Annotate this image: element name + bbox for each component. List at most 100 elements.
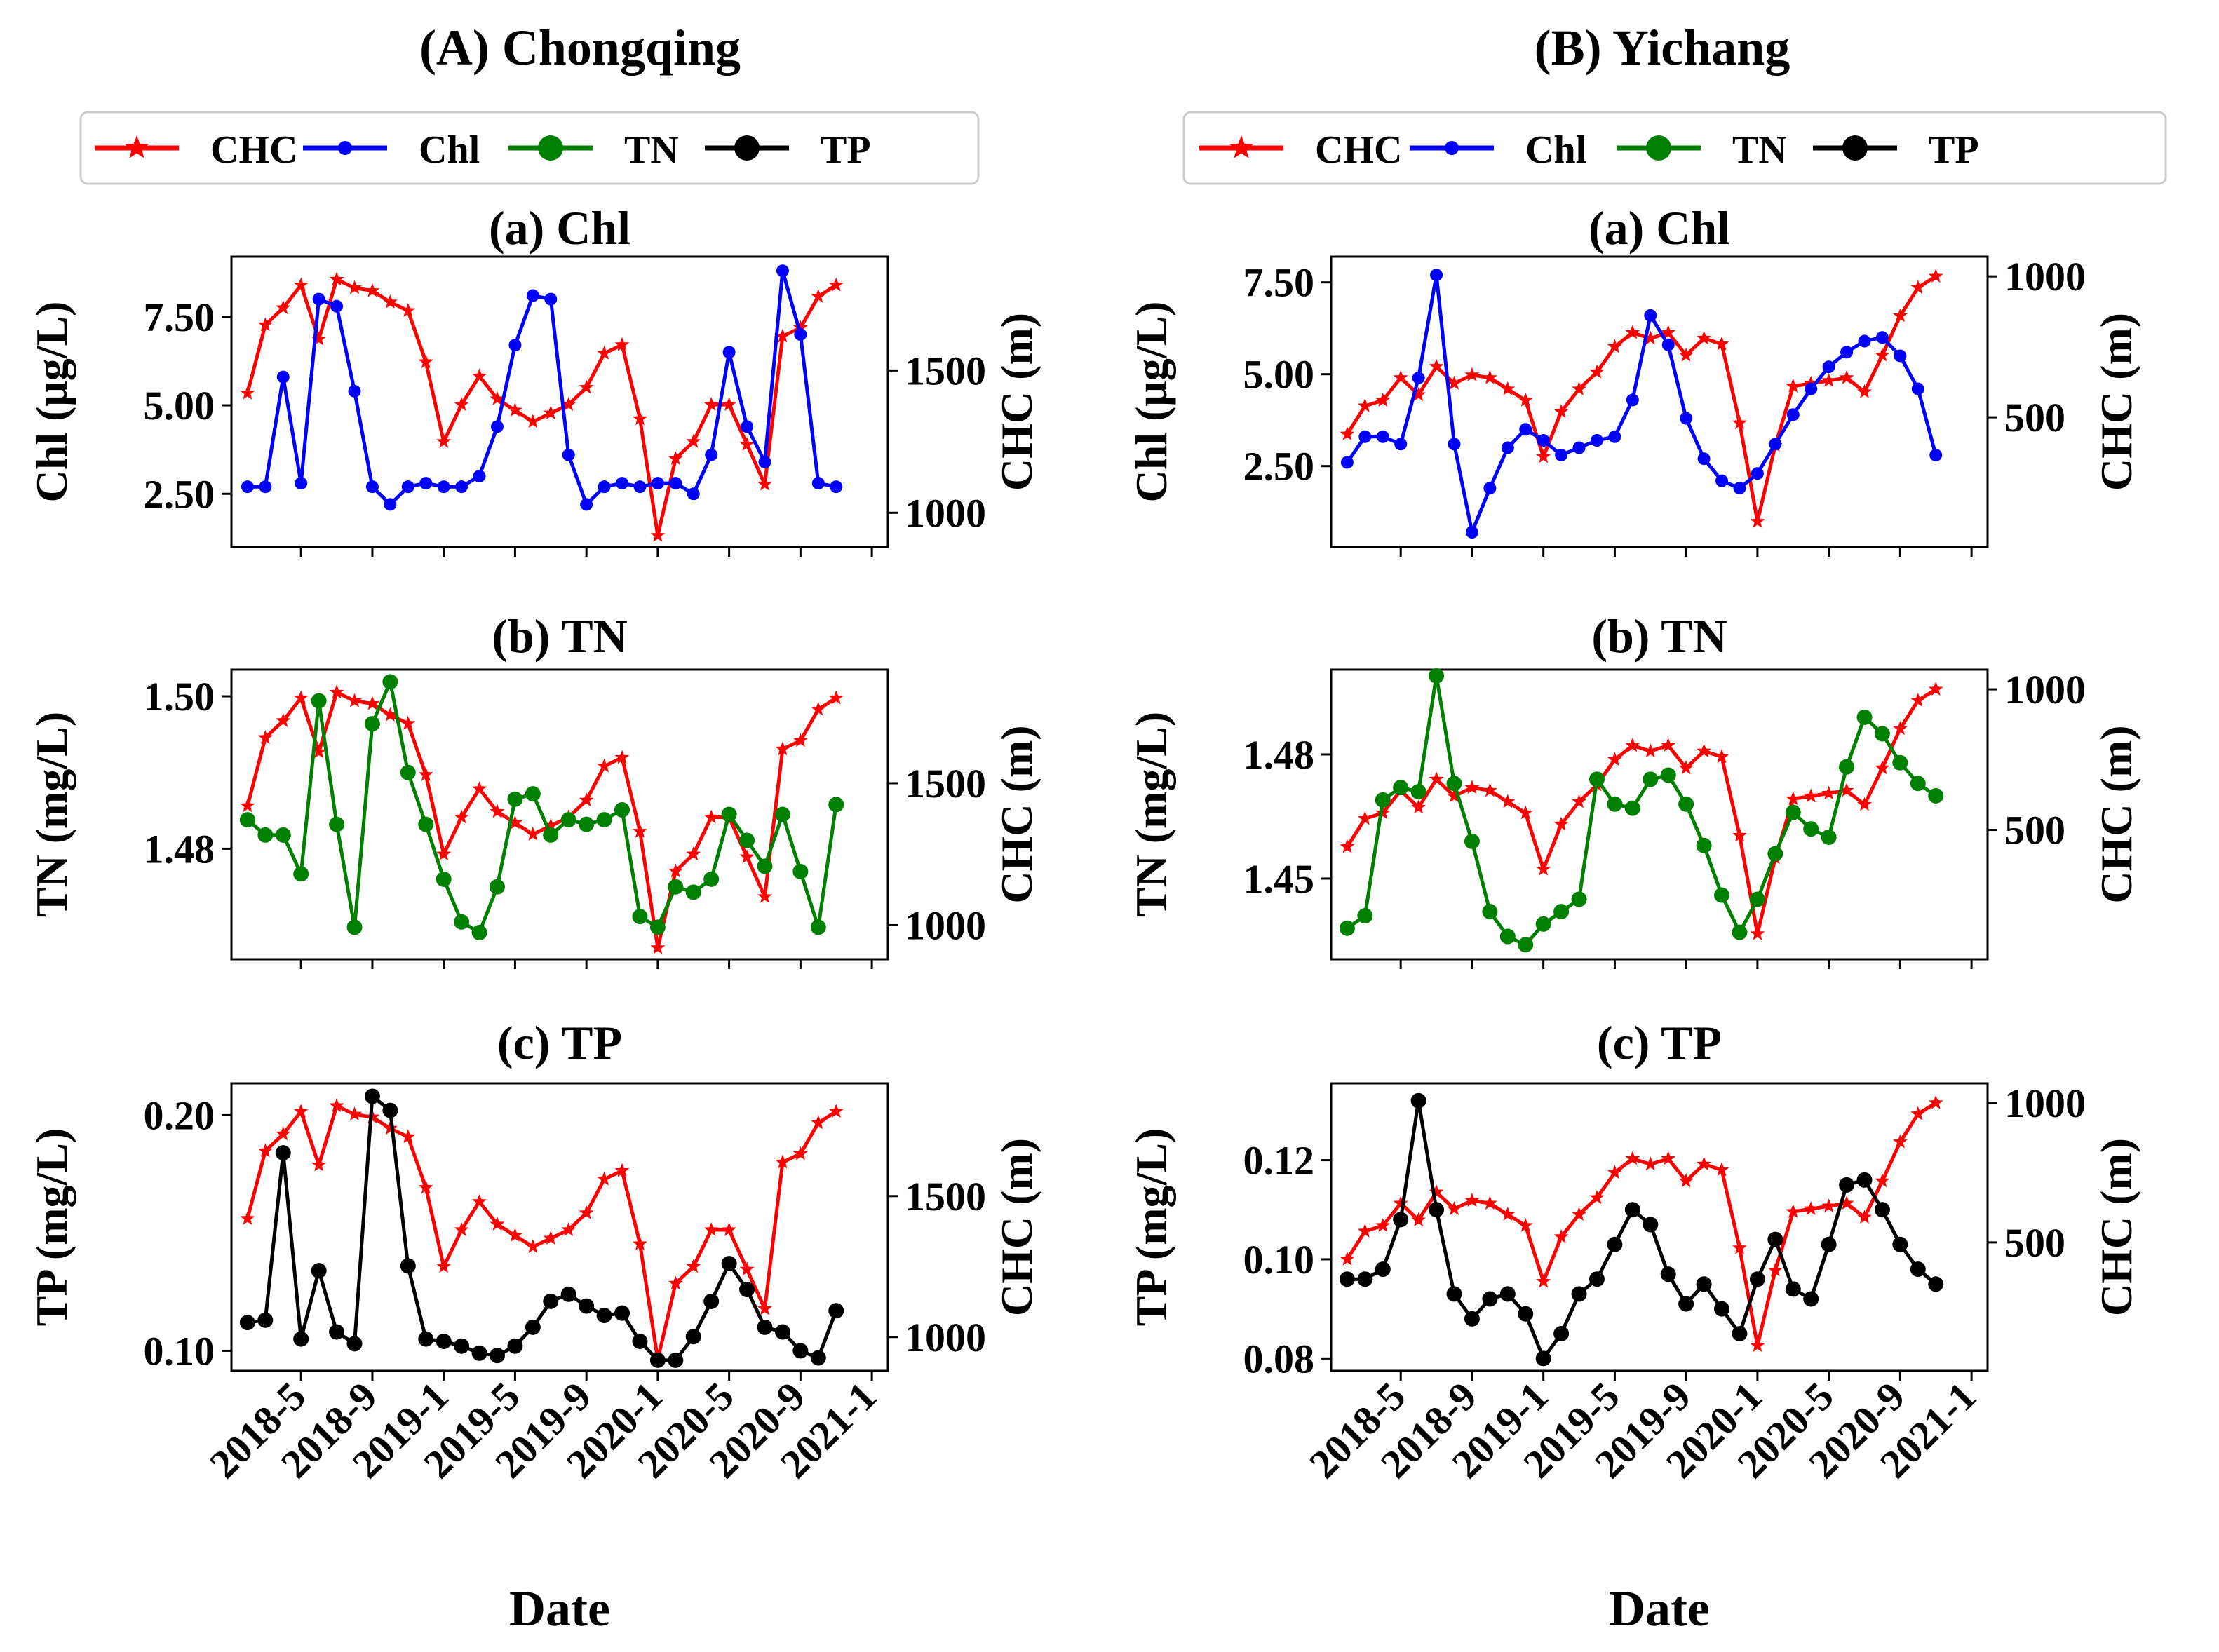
chl-point [455,480,468,494]
tn-point [1910,776,1926,792]
panel-title: (c) TP [1597,1016,1722,1069]
chl-point [1858,334,1871,348]
chc-point [1607,1165,1622,1179]
chl-point [1465,526,1478,539]
tp-point [346,1336,363,1352]
chl-point [437,480,450,494]
chc-tick-label: 500 [2004,808,2065,853]
tp-point [239,1315,255,1331]
legend-item-chc: CHC [95,128,297,172]
panel-title: (a) Chl [489,201,630,255]
tn-point [239,812,255,828]
legend-dot-marker [1842,135,1868,161]
plot-frame [230,668,889,961]
chc-point [1928,1095,1943,1109]
chc-point [1643,743,1658,758]
chc-axis-label: CHC (m) [2091,1138,2141,1316]
chc-series-line [245,690,837,950]
y-axis-label: Chl (μg/L) [27,302,76,503]
chc-point [1572,794,1586,808]
chc-series-line [245,278,837,538]
chc-point [650,527,666,542]
chc-point [1518,805,1533,820]
chc-point [1536,1273,1551,1288]
tp-point [1499,1286,1516,1302]
chc-point [668,863,683,878]
chc-point [1482,370,1497,384]
chl-point [616,477,629,490]
chc-point [329,684,344,699]
chc-point [347,1106,362,1121]
tn-point [1499,928,1516,945]
legend-item-chc: CHC [1199,128,1402,172]
chc-point [775,1154,790,1169]
chc-point [597,758,612,773]
chc-point [400,715,416,730]
tp-point [1892,1236,1908,1252]
chc-point [240,1210,255,1225]
tp-point [454,1338,470,1354]
chc-point [1839,370,1854,384]
chc-series-line [1345,1101,1937,1348]
chc-point [1678,760,1694,775]
tn-point [489,879,505,895]
chc-point [1697,743,1711,758]
tn-point [721,806,737,822]
chc-point [828,277,844,292]
chc-point [561,1222,576,1236]
chc-point [1839,1196,1854,1210]
tp-point [1535,1350,1551,1367]
chc-point [597,1171,612,1186]
tp-point [596,1308,612,1324]
chc-point [579,1205,594,1219]
chc-point [1928,682,1943,696]
chl-point [651,477,664,490]
chl-point [348,384,361,398]
chc-point [508,402,522,417]
tp-point [1732,1325,1748,1341]
tp-point [1446,1286,1462,1302]
chc-point [1375,393,1391,407]
tp-point [1429,1202,1445,1218]
chl-point [669,477,682,490]
chc-point [722,397,737,411]
chc-point [739,1261,755,1276]
tn-point [596,812,612,828]
chc-point [1340,839,1355,853]
chl-point [1412,371,1425,384]
chl-point [330,299,344,313]
tn-point [507,791,523,807]
chc-point [1553,1228,1569,1243]
tn-point [1821,829,1837,845]
tp-point [436,1333,452,1349]
chl-point [687,487,700,501]
chc-point [757,476,772,491]
chart-title: (B) Yichang [1535,20,1790,76]
chl-point [598,480,611,494]
legend-item-chl: Chl [303,128,480,172]
tp-point [1482,1291,1498,1307]
chc-point [1786,1204,1801,1218]
chc-point [1607,752,1622,766]
tn-point [1607,796,1623,812]
tn-point [1375,792,1391,808]
chc-point [1803,1201,1819,1215]
tp-point [1624,1202,1640,1218]
chc-point [311,744,327,759]
tp-point [1749,1271,1765,1287]
tn-point [1624,800,1640,816]
chc-point [293,690,309,705]
legend-dot-marker [538,135,563,161]
tp-point [1856,1172,1873,1188]
chl-point [508,339,522,352]
chc-point [490,804,505,818]
chl-series-line [1345,273,1938,534]
tn-point [1839,759,1855,775]
chc-point [347,693,362,707]
chc-point [490,391,505,405]
tp-point [649,1352,666,1368]
chl-point [562,448,575,461]
chl-point [1805,382,1818,395]
y-tick-label: 7.50 [1243,260,1315,306]
tp-point [1660,1266,1676,1282]
